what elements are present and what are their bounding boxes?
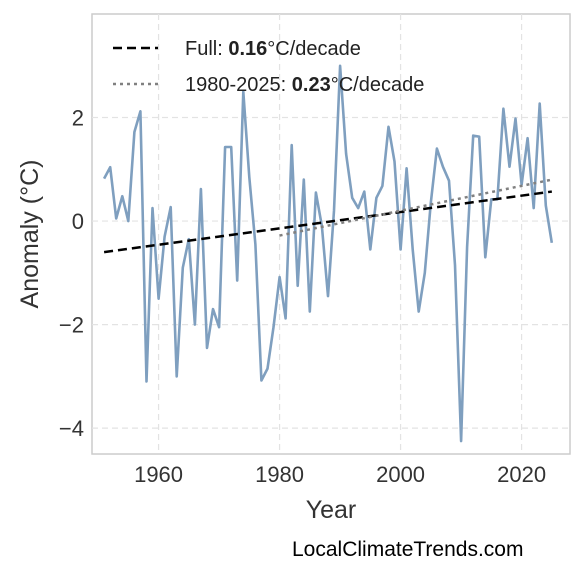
y-tick-labels: 2 0 −2 −4 — [59, 106, 84, 442]
full-trend-line — [103, 190, 553, 254]
legend-label: Full: 0.16°C/decade — [185, 38, 361, 60]
recent-trend-line — [279, 178, 553, 237]
anomaly-series-line — [102, 64, 554, 443]
data-series — [102, 64, 554, 443]
trend-lines — [103, 178, 553, 254]
y-tick-label: 0 — [72, 209, 84, 234]
x-tick-label: 2020 — [497, 462, 546, 487]
x-tick-label: 1960 — [134, 462, 183, 487]
y-tick-label: −2 — [59, 313, 84, 338]
x-tick-label: 2000 — [376, 462, 425, 487]
y-tick-label: 2 — [72, 106, 84, 131]
legend: Full: 0.16°C/decade 1980-2025: 0.23°C/dec… — [113, 38, 424, 96]
x-tick-labels: 1960 1980 2000 2020 — [134, 462, 546, 487]
x-axis-title: Year — [306, 496, 357, 524]
legend-label: 1980-2025: 0.23°C/decade — [185, 74, 424, 96]
x-tick-label: 1980 — [255, 462, 304, 487]
watermark: LocalClimateTrends.com — [292, 538, 524, 561]
y-tick-label: −4 — [59, 416, 84, 441]
y-axis-title: Anomaly (°C) — [16, 160, 44, 309]
